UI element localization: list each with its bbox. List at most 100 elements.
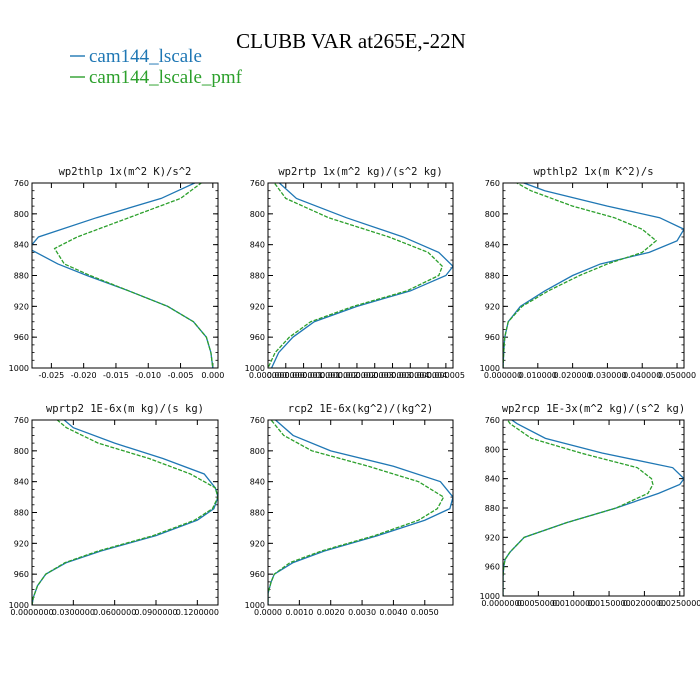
- plot-frame: [31, 182, 219, 369]
- panel-title: wpthlp2 1x(m K^2)/s: [533, 166, 653, 178]
- y-tick-label: 880: [485, 272, 500, 281]
- y-tick-label: 800: [485, 210, 500, 219]
- x-tick-label: 0.0040: [379, 608, 407, 617]
- y-tick-label: 800: [250, 210, 265, 219]
- x-tick-label: -0.010: [135, 371, 161, 380]
- plot-frame: [31, 419, 219, 606]
- y-tick-label: 800: [250, 447, 265, 456]
- y-tick-label: 760: [250, 416, 265, 425]
- plot-frame: [267, 419, 454, 606]
- panel-wpthlp2: wpthlp2 1x(m K^2)/s 760 800 840 880 920 960 100…: [480, 166, 696, 380]
- y-tick-label: 960: [14, 570, 29, 579]
- x-tick-label: -0.025: [38, 371, 64, 380]
- y-tick-label: 920: [250, 302, 265, 311]
- y-tick-label: 920: [250, 539, 265, 548]
- panel-title: rcp2 1E-6x(kg^2)/(kg^2): [288, 403, 433, 415]
- x-tick-label: 0.040000: [623, 371, 661, 380]
- panel-title: wp2rtp 1x(m^2 kg)/(s^2 kg): [278, 166, 442, 178]
- x-tick-label: 0.0300000: [52, 608, 95, 617]
- series-line-cam144-lscale-pmf: [503, 183, 658, 368]
- x-tick-label: 0.000000: [484, 371, 522, 380]
- y-tick-label: 960: [250, 333, 265, 342]
- x-tick-label: 0.000001: [284, 371, 322, 380]
- x-tick-label: 0.0050: [411, 608, 439, 617]
- y-tick-label: 920: [14, 302, 29, 311]
- x-tick-label: 0.0150000: [587, 599, 630, 608]
- x-tick-label: 0.000004: [391, 371, 429, 380]
- x-tick-label: 0.0250000: [658, 599, 700, 608]
- x-tick-label: 0.0000000: [10, 608, 53, 617]
- y-tick-label: 880: [14, 272, 29, 281]
- series-line-cam144-lscale-pmf: [503, 420, 654, 596]
- figure-title: CLUBB VAR at265E,-22N: [236, 29, 466, 53]
- x-tick-label: 0.000: [201, 371, 224, 380]
- x-tick-label: 0.000005: [427, 371, 465, 380]
- series-line-cam144-lscale-pmf: [268, 420, 445, 605]
- series-line-cam144-lscale-pmf: [53, 183, 214, 368]
- y-tick-label: 800: [14, 210, 29, 219]
- legend-entry: cam144_lscale: [70, 46, 202, 67]
- y-tick-label: 1000: [245, 364, 265, 373]
- x-tick-label: 0.0000: [254, 608, 282, 617]
- y-tick-label: 880: [485, 504, 500, 513]
- y-tick-label: 760: [250, 179, 265, 188]
- y-tick-label: 840: [485, 475, 500, 484]
- series-line-cam144-lscale: [503, 183, 684, 368]
- y-tick-label: 960: [485, 563, 500, 572]
- y-tick-label: 840: [14, 478, 29, 487]
- x-tick-label: 0.000002: [338, 371, 376, 380]
- x-tick-label: 0.1200000: [176, 608, 219, 617]
- y-tick-label: 840: [485, 241, 500, 250]
- panel-title: wp2rcp 1E-3x(m^2 kg)/(s^2 kg): [502, 403, 685, 415]
- series-line-cam144-lscale: [32, 183, 214, 368]
- y-tick-label: 960: [250, 570, 265, 579]
- x-tick-label: 0.0600000: [93, 608, 136, 617]
- chart-panels: wp2thlp 1x(m^2 K)/s^2 760 800 840 880 920 960 1…: [9, 166, 700, 617]
- y-tick-label: 800: [485, 445, 500, 454]
- y-tick-label: 800: [14, 447, 29, 456]
- x-tick-label: 0.000000: [249, 371, 287, 380]
- x-tick-label: 0.000002: [320, 371, 358, 380]
- x-tick-label: 0.020000: [554, 371, 592, 380]
- plot-frame: [502, 419, 685, 597]
- x-tick-label: 0.000003: [373, 371, 411, 380]
- x-tick-label: -0.005: [168, 371, 194, 380]
- panel-rcp2: rcp2 1E-6x(kg^2)/(kg^2) 760 800 840 880 920 96…: [245, 403, 454, 617]
- series-line-cam144-lscale: [503, 420, 684, 596]
- x-tick-label: 0.0100000: [552, 599, 595, 608]
- y-tick-label: 1000: [480, 364, 500, 373]
- y-tick-label: 920: [14, 539, 29, 548]
- y-tick-label: 1000: [9, 364, 29, 373]
- y-tick-label: 760: [485, 179, 500, 188]
- series-line-cam144-lscale: [270, 183, 453, 368]
- panel-wp2rcp: wp2rcp 1E-3x(m^2 kg)/(s^2 kg)760 800 840 88…: [480, 403, 700, 608]
- panel-wp2thlp: wp2thlp 1x(m^2 K)/s^2 760 800 840 880 920 960 1…: [9, 166, 225, 380]
- y-tick-label: 760: [14, 179, 29, 188]
- x-tick-label: 0.000000: [267, 371, 305, 380]
- y-tick-label: 880: [250, 509, 265, 518]
- y-tick-label: 880: [250, 272, 265, 281]
- x-tick-label: 0.050000: [658, 371, 696, 380]
- x-tick-label: 0.000001: [302, 371, 340, 380]
- y-tick-label: 840: [14, 241, 29, 250]
- series-line-cam144-lscale: [268, 420, 453, 605]
- y-tick-label: 840: [250, 241, 265, 250]
- x-tick-label: 0.0000000: [481, 599, 524, 608]
- x-tick-label: 0.000003: [356, 371, 394, 380]
- x-tick-label: 0.010000: [519, 371, 557, 380]
- panel-title: wp2thlp 1x(m^2 K)/s^2: [59, 166, 192, 178]
- plot-frame: [267, 182, 454, 369]
- y-tick-label: 1000: [9, 601, 29, 610]
- series-line-cam144-lscale-pmf: [32, 420, 218, 605]
- y-tick-label: 1000: [480, 592, 500, 601]
- y-tick-label: 880: [14, 509, 29, 518]
- y-tick-label: 920: [485, 302, 500, 311]
- x-tick-label: -0.015: [103, 371, 129, 380]
- legend-entry: cam144_lscale_pmf: [70, 67, 243, 88]
- y-tick-label: 960: [485, 333, 500, 342]
- x-tick-label: 0.030000: [588, 371, 626, 380]
- panel-wp2rtp: wp2rtp 1x(m^2 kg)/(s^2 kg) 760 800 840 880 92…: [245, 166, 465, 380]
- y-tick-label: 760: [14, 416, 29, 425]
